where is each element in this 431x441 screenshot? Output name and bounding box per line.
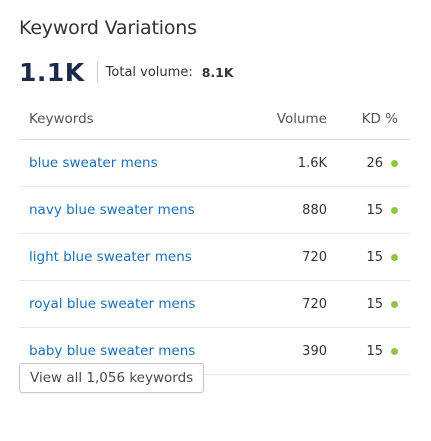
keyword-link[interactable]: navy blue sweater mens (29, 202, 195, 218)
kd-difficulty-dot-icon (391, 206, 398, 214)
table-row: baby blue sweater mens 390 15 (19, 328, 410, 375)
keyword-link[interactable]: baby blue sweater mens (29, 343, 196, 359)
column-header-kd: KD % (361, 111, 398, 127)
keyword-count: 1.1K (19, 57, 85, 87)
keyword-link[interactable]: light blue sweater mens (29, 249, 192, 265)
summary-divider (96, 62, 98, 82)
kd-difficulty-dot-icon (391, 159, 398, 167)
kd-value: 15 (366, 202, 383, 218)
keyword-link[interactable]: blue sweater mens (29, 155, 158, 171)
kd-difficulty-dot-icon (391, 300, 398, 308)
column-header-volume: Volume (276, 111, 327, 127)
keyword-link[interactable]: royal blue sweater mens (29, 296, 196, 312)
keywords-table: Keywords Volume KD % blue sweater mens 1… (19, 99, 410, 375)
view-all-keywords-button[interactable]: View all 1,056 keywords (19, 363, 205, 393)
kd-value: 15 (366, 249, 383, 265)
kd-value: 15 (366, 343, 383, 359)
volume-value: 720 (302, 249, 327, 265)
table-row: blue sweater mens 1.6K 26 (19, 140, 410, 187)
total-volume-label: Total volume: (105, 64, 193, 80)
volume-value: 1.6K (297, 155, 327, 171)
total-volume-value: 8.1K (201, 64, 234, 80)
volume-value: 720 (302, 296, 327, 312)
widget-title: Keyword Variations (19, 17, 197, 39)
kd-value: 15 (366, 296, 383, 312)
table-row: navy blue sweater mens 880 15 (19, 187, 410, 234)
kd-difficulty-dot-icon (391, 347, 398, 355)
table-row: royal blue sweater mens 720 15 (19, 281, 410, 328)
kd-difficulty-dot-icon (391, 253, 398, 261)
volume-value: 390 (302, 343, 327, 359)
table-header: Keywords Volume KD % (19, 99, 410, 140)
table-row: light blue sweater mens 720 15 (19, 234, 410, 281)
column-header-keywords: Keywords (29, 111, 94, 127)
volume-value: 880 (302, 202, 327, 218)
kd-value: 26 (366, 155, 383, 171)
volume-summary: 1.1K Total volume: 8.1K (19, 55, 234, 89)
